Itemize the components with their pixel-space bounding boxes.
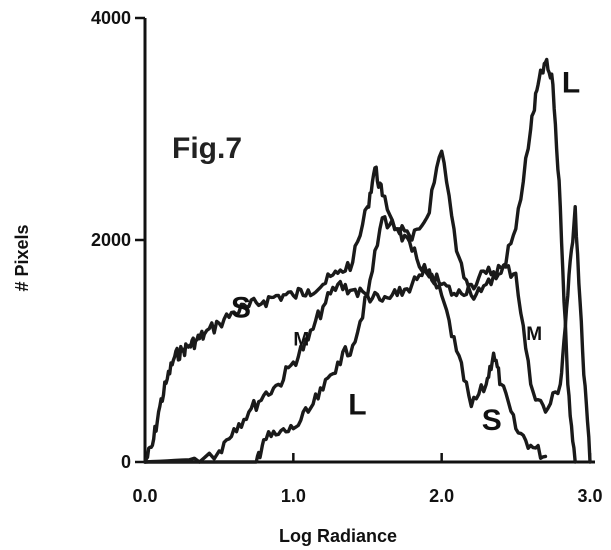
series-labels: S M L M L S <box>231 66 580 436</box>
y-tick-label: 0 <box>121 452 131 472</box>
series-curve-L <box>143 57 577 464</box>
annotation-label-M: M <box>526 324 542 345</box>
series-label-S: S <box>231 292 251 325</box>
x-tick-label: 3.0 <box>577 486 602 506</box>
y-tick-label: 4000 <box>91 8 131 28</box>
x-ticks: 0.0 1.0 2.0 3.0 <box>132 453 603 506</box>
figure-title: Fig.7 <box>172 132 242 165</box>
y-ticks: 0 2000 4000 <box>91 8 145 472</box>
series-curve-S <box>143 165 548 464</box>
x-tick-label: 1.0 <box>281 486 306 506</box>
series-curves <box>143 57 592 464</box>
x-axis-title: Log Radiance <box>279 526 397 546</box>
y-tick-label: 2000 <box>91 230 131 250</box>
series-label-M: M <box>293 329 309 350</box>
x-tick-label: 2.0 <box>429 486 454 506</box>
annotation-label-L: L <box>348 388 366 421</box>
y-axis-title: # Pixels <box>12 224 32 291</box>
annotation-label-S: S <box>482 404 502 437</box>
x-tick-label: 0.0 <box>132 486 157 506</box>
series-curve-M <box>143 205 592 464</box>
series-label-L: L <box>562 66 580 99</box>
